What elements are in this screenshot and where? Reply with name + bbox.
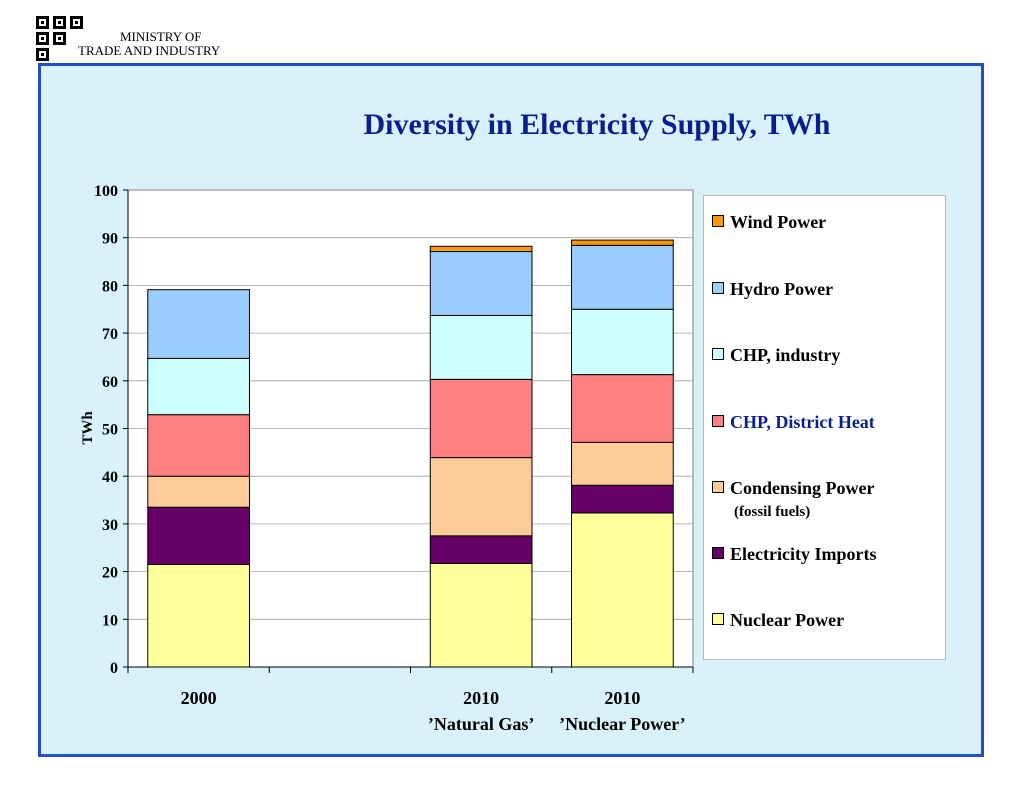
legend-label: CHP, industry	[730, 345, 841, 365]
chart-title: Diversity in Electricity Supply, TWh	[363, 108, 831, 141]
y-tick-label: 30	[102, 517, 118, 534]
bar-segment-hydro-power	[147, 289, 250, 359]
y-tick-label: 100	[94, 183, 118, 200]
legend-label: Condensing Power	[730, 478, 875, 498]
bar-segment-nuclear-power	[147, 563, 250, 668]
legend-swatch	[712, 547, 724, 559]
bar-segment-hydro-power	[571, 244, 674, 310]
legend-swatch	[712, 348, 724, 360]
legend-label: CHP, District Heat	[730, 412, 875, 432]
y-tick-label: 50	[102, 422, 118, 439]
bar-segment-chp-district-heat	[429, 378, 533, 459]
bar-segment-electricity-imports	[571, 484, 674, 514]
bar-segment-wind-power	[429, 245, 533, 253]
bar-segment-hydro-power	[429, 251, 533, 316]
bar-segment-nuclear-power	[571, 512, 674, 668]
bar-segment-chp-industry	[429, 314, 533, 380]
y-tick-label: 70	[102, 326, 118, 343]
org-line-1: MINISTRY OF	[120, 29, 202, 44]
legend-label: Hydro Power	[730, 279, 834, 299]
legend-label: Nuclear Power	[730, 610, 845, 630]
y-tick-label: 20	[102, 565, 118, 582]
legend-swatch	[712, 613, 724, 625]
org-line-2: TRADE AND INDUSTRY	[78, 43, 221, 58]
bar-segment-electricity-imports	[429, 535, 533, 564]
y-tick-label: 60	[102, 374, 118, 391]
y-tick-label: 0	[110, 660, 118, 677]
y-tick-label: 90	[102, 231, 118, 248]
x-category-label: 2000	[180, 688, 217, 708]
legend-swatch	[712, 415, 724, 427]
legend-label: Wind Power	[730, 212, 827, 232]
bar-segment-chp-industry	[571, 308, 674, 376]
y-tick-label: 10	[102, 612, 118, 629]
bar-segment-wind-power	[571, 239, 674, 246]
x-category-label: 2010	[604, 688, 641, 708]
legend-sublabel: (fossil fuels)	[734, 504, 811, 520]
bar-segment-chp-district-heat	[571, 374, 674, 443]
y-axis-label: TWh	[80, 411, 96, 445]
organization-name: MINISTRY OF TRADE AND INDUSTRY	[78, 30, 220, 58]
x-category-label: 2010	[463, 688, 500, 708]
bar-segment-condensing-power	[571, 441, 674, 486]
bar-segment-condensing-power	[147, 475, 250, 508]
chart-legend: Wind Power Hydro Power CHP, industry CHP, D…	[703, 195, 946, 660]
bar-segment-chp-industry	[147, 357, 250, 416]
x-category-label: ’Natural Gas’	[427, 714, 535, 734]
bar-segment-nuclear-power	[429, 562, 533, 668]
bar-segment-condensing-power	[429, 457, 533, 537]
legend-swatch	[712, 282, 724, 294]
legend-swatch	[712, 215, 724, 227]
ministry-logo	[36, 16, 83, 61]
legend-label: Electricity Imports	[730, 544, 877, 564]
bar-segment-chp-district-heat	[147, 414, 250, 477]
bar-segment-electricity-imports	[147, 506, 250, 565]
y-tick-label: 40	[102, 469, 118, 486]
x-category-label: ’Nuclear Power’	[559, 714, 686, 734]
legend-swatch	[712, 481, 724, 493]
y-tick-label: 80	[102, 278, 118, 295]
